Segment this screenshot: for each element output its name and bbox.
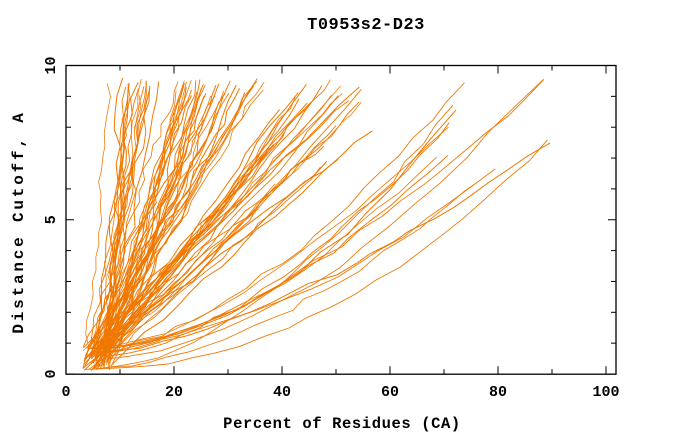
svg-text:100: 100 [592, 384, 619, 401]
svg-text:80: 80 [489, 384, 507, 401]
svg-text:0: 0 [43, 369, 60, 378]
svg-text:10: 10 [43, 56, 60, 74]
svg-text:0: 0 [61, 384, 70, 401]
svg-text:60: 60 [381, 384, 399, 401]
svg-text:20: 20 [165, 384, 183, 401]
svg-text:40: 40 [273, 384, 291, 401]
svg-text:5: 5 [43, 215, 60, 224]
